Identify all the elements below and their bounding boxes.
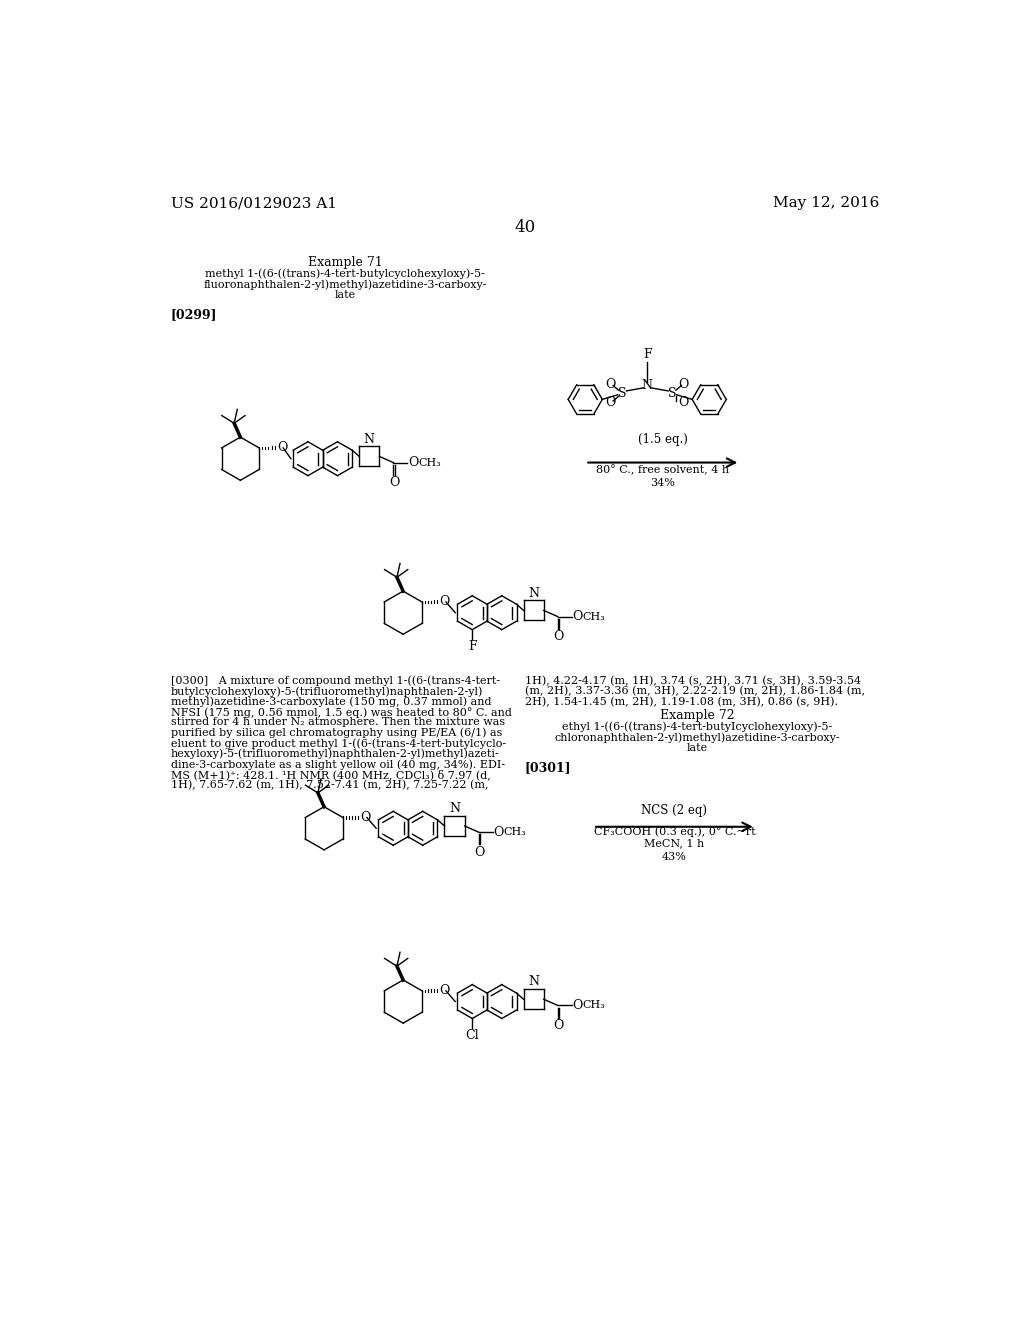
Text: methyl)azetidine-3-carboxylate (150 mg, 0.37 mmol) and: methyl)azetidine-3-carboxylate (150 mg, … <box>171 697 492 708</box>
Text: purified by silica gel chromatography using PE/EA (6/1) as: purified by silica gel chromatography us… <box>171 727 502 738</box>
Text: N: N <box>528 586 539 599</box>
Text: N: N <box>450 803 460 816</box>
Text: dine-3-carboxylate as a slight yellow oil (40 mg, 34%). EDI-: dine-3-carboxylate as a slight yellow oi… <box>171 759 505 770</box>
Text: CH₃: CH₃ <box>418 458 441 467</box>
Text: late: late <box>335 290 355 300</box>
Text: Example 71: Example 71 <box>307 256 382 269</box>
Text: chloronaphthalen-2-yl)methyl)azetidine-3-carboxy-: chloronaphthalen-2-yl)methyl)azetidine-3… <box>555 733 841 743</box>
Text: F: F <box>643 348 651 360</box>
Text: O: O <box>605 378 616 391</box>
Text: O: O <box>360 810 371 824</box>
Text: stirred for 4 h under N₂ atmosphere. Then the mixture was: stirred for 4 h under N₂ atmosphere. The… <box>171 718 505 727</box>
Text: CH₃: CH₃ <box>583 611 605 622</box>
Text: O: O <box>572 610 583 623</box>
Text: O: O <box>439 595 451 609</box>
Text: O: O <box>494 825 504 838</box>
Text: 43%: 43% <box>662 851 687 862</box>
Text: O: O <box>605 396 616 409</box>
Text: hexyloxy)-5-(trifluoromethyl)naphthalen-2-yl)methyl)azeti-: hexyloxy)-5-(trifluoromethyl)naphthalen-… <box>171 748 500 759</box>
Text: N: N <box>528 975 539 989</box>
Text: NCS (2 eq): NCS (2 eq) <box>641 804 708 817</box>
Text: O: O <box>389 477 399 490</box>
Text: MS (M+1)⁺: 428.1. ¹H NMR (400 MHz, CDCl₃) δ 7.97 (d,: MS (M+1)⁺: 428.1. ¹H NMR (400 MHz, CDCl₃… <box>171 770 490 780</box>
Text: late: late <box>687 743 709 752</box>
Text: F: F <box>468 640 476 653</box>
Text: eluent to give product methyl 1-((6-(trans-4-tert-butylcyclo-: eluent to give product methyl 1-((6-(tra… <box>171 738 506 748</box>
Text: May 12, 2016: May 12, 2016 <box>772 197 879 210</box>
Text: S: S <box>668 387 676 400</box>
Text: N: N <box>364 433 375 446</box>
Text: (m, 2H), 3.37-3.36 (m, 3H), 2.22-2.19 (m, 2H), 1.86-1.84 (m,: (m, 2H), 3.37-3.36 (m, 3H), 2.22-2.19 (m… <box>524 686 865 697</box>
Text: O: O <box>278 441 288 454</box>
Text: MeCN, 1 h: MeCN, 1 h <box>644 838 705 849</box>
Text: methyl 1-((6-((trans)-4-tert-butylcyclohexyloxy)-5-: methyl 1-((6-((trans)-4-tert-butylcycloh… <box>205 268 485 279</box>
Text: O: O <box>679 396 689 409</box>
Text: US 2016/0129023 A1: US 2016/0129023 A1 <box>171 197 337 210</box>
Text: ethyl 1-((6-((trans)-4-tert-butyIcyclohexyloxy)-5-: ethyl 1-((6-((trans)-4-tert-butyIcyclohe… <box>562 721 833 731</box>
Text: O: O <box>553 631 563 643</box>
Text: butylcyclohexyloxy)-5-(trifluoromethyl)naphthalen-2-yl): butylcyclohexyloxy)-5-(trifluoromethyl)n… <box>171 686 483 697</box>
Text: S: S <box>618 387 627 400</box>
Text: CH₃: CH₃ <box>504 828 526 837</box>
Text: 40: 40 <box>514 219 536 236</box>
Text: 80° C., free solvent, 4 h: 80° C., free solvent, 4 h <box>596 465 729 475</box>
Text: 1H), 4.22-4.17 (m, 1H), 3.74 (s, 2H), 3.71 (s, 3H), 3.59-3.54: 1H), 4.22-4.17 (m, 1H), 3.74 (s, 2H), 3.… <box>524 676 861 686</box>
Text: [0301]: [0301] <box>524 762 571 775</box>
Text: CF₃COOH (0.3 eq.), 0° C.~rt: CF₃COOH (0.3 eq.), 0° C.~rt <box>594 826 755 837</box>
Text: O: O <box>679 378 689 391</box>
Text: O: O <box>572 999 583 1012</box>
Text: fluoronaphthalen-2-yl)methyl)azetidine-3-carboxy-: fluoronaphthalen-2-yl)methyl)azetidine-3… <box>203 280 486 290</box>
Text: [0300]   A mixture of compound methyl 1-((6-(trans-4-tert-: [0300] A mixture of compound methyl 1-((… <box>171 676 500 686</box>
Text: (1.5 eq.): (1.5 eq.) <box>638 433 688 446</box>
Text: 1H), 7.65-7.62 (m, 1H), 7.52-7.41 (m, 2H), 7.25-7.22 (m,: 1H), 7.65-7.62 (m, 1H), 7.52-7.41 (m, 2H… <box>171 780 488 791</box>
Text: 2H), 1.54-1.45 (m, 2H), 1.19-1.08 (m, 3H), 0.86 (s, 9H).: 2H), 1.54-1.45 (m, 2H), 1.19-1.08 (m, 3H… <box>524 697 838 708</box>
Text: N: N <box>642 379 652 392</box>
Text: [0299]: [0299] <box>171 309 217 322</box>
Text: O: O <box>553 1019 563 1032</box>
Text: O: O <box>474 846 484 859</box>
Text: O: O <box>439 985 451 998</box>
Text: Cl: Cl <box>466 1030 479 1043</box>
Text: 34%: 34% <box>650 478 675 488</box>
Text: NFSI (175 mg, 0.56 mmol, 1.5 eq.) was heated to 80° C. and: NFSI (175 mg, 0.56 mmol, 1.5 eq.) was he… <box>171 708 512 718</box>
Text: O: O <box>408 455 419 469</box>
Text: CH₃: CH₃ <box>583 1001 605 1010</box>
Text: Example 72: Example 72 <box>660 709 735 722</box>
